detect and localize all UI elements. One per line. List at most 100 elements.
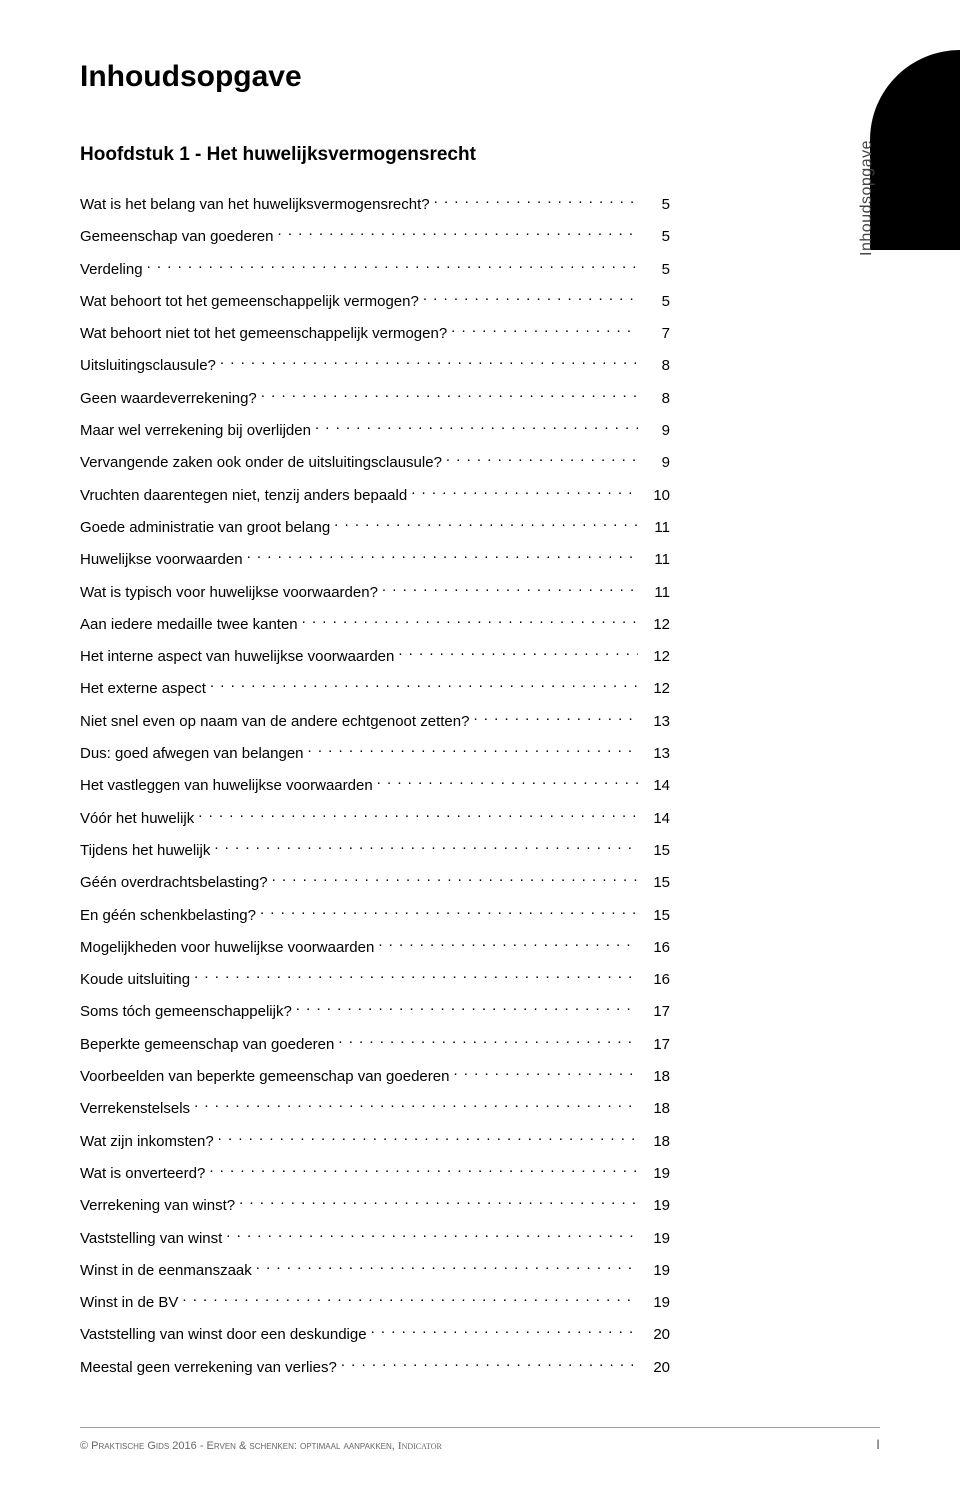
- toc-entry-page: 19: [642, 1163, 670, 1184]
- toc-entry-label: Gemeenschap van goederen: [80, 226, 273, 247]
- toc-entry: En géén schenkbelasting? 15: [80, 905, 670, 926]
- toc-entry: Wat is onverteerd? 19: [80, 1163, 670, 1184]
- toc-leader-dots: [371, 1324, 638, 1339]
- toc-leader-dots: [194, 1098, 638, 1113]
- toc-entry-label: En géén schenkbelasting?: [80, 905, 256, 926]
- footer-publisher: Indicator: [398, 1440, 442, 1452]
- toc-entry-label: Niet snel even op naam van de andere ech…: [80, 711, 469, 732]
- toc-entry-label: Géén overdrachtsbelasting?: [80, 872, 268, 893]
- toc-entry-label: Mogelijkheden voor huwelijkse voorwaarde…: [80, 937, 374, 958]
- toc-entry-page: 13: [642, 743, 670, 764]
- toc-entry: Niet snel even op naam van de andere ech…: [80, 711, 670, 732]
- toc-entry: Koude uitsluiting16: [80, 969, 670, 990]
- toc-entry-label: Dus: goed afwegen van belangen: [80, 743, 304, 764]
- toc-entry-page: 5: [642, 194, 670, 215]
- toc-entry-page: 19: [642, 1260, 670, 1281]
- toc-entry: Uitsluitingsclausule? 8: [80, 355, 670, 376]
- toc-entry-page: 19: [642, 1195, 670, 1216]
- toc-leader-dots: [239, 1195, 638, 1210]
- toc-entry: Aan iedere medaille twee kanten 12: [80, 614, 670, 635]
- toc-entry: Beperkte gemeenschap van goederen 17: [80, 1034, 670, 1055]
- toc-entry-label: Maar wel verrekening bij overlijden: [80, 420, 311, 441]
- toc-leader-dots: [198, 808, 638, 823]
- toc-entry: Verrekening van winst? 19: [80, 1195, 670, 1216]
- toc-entry: Verrekenstelsels18: [80, 1098, 670, 1119]
- toc-entry-label: Beperkte gemeenschap van goederen: [80, 1034, 334, 1055]
- toc-entry-page: 12: [642, 614, 670, 635]
- toc-entry: Dus: goed afwegen van belangen 13: [80, 743, 670, 764]
- toc-leader-dots: [256, 1260, 638, 1275]
- toc-list: Wat is het belang van het huwelijksvermo…: [80, 194, 670, 1378]
- toc-leader-dots: [453, 1066, 638, 1081]
- page-title: Inhoudsopgave: [80, 60, 880, 94]
- toc-entry: Winst in de eenmanszaak19: [80, 1260, 670, 1281]
- page-footer: © Praktische Gids 2016 - Erven & schenke…: [80, 1427, 880, 1452]
- toc-entry: Winst in de BV19: [80, 1292, 670, 1313]
- toc-leader-dots: [220, 355, 638, 370]
- toc-entry-page: 12: [642, 646, 670, 667]
- toc-entry: Goede administratie van groot belang11: [80, 517, 670, 538]
- toc-leader-dots: [247, 549, 638, 564]
- toc-entry: Wat behoort tot het gemeenschappelijk ve…: [80, 291, 670, 312]
- toc-entry: Wat is typisch voor huwelijkse voorwaard…: [80, 582, 670, 603]
- toc-entry: Geen waardeverrekening?8: [80, 388, 670, 409]
- toc-leader-dots: [446, 452, 638, 467]
- toc-entry: Meestal geen verrekening van verlies? 20: [80, 1357, 670, 1378]
- toc-leader-dots: [434, 194, 638, 209]
- toc-leader-dots: [214, 840, 638, 855]
- toc-entry: Géén overdrachtsbelasting? 15: [80, 872, 670, 893]
- toc-entry-page: 8: [642, 355, 670, 376]
- toc-entry-page: 17: [642, 1034, 670, 1055]
- toc-leader-dots: [382, 582, 638, 597]
- toc-entry-page: 14: [642, 808, 670, 829]
- toc-entry: Huwelijkse voorwaarden11: [80, 549, 670, 570]
- toc-entry-label: Vruchten daarentegen niet, tenzij anders…: [80, 485, 407, 506]
- toc-entry-page: 9: [642, 452, 670, 473]
- toc-leader-dots: [423, 291, 638, 306]
- toc-leader-dots: [411, 485, 638, 500]
- toc-leader-dots: [209, 1163, 638, 1178]
- page-content: Inhoudsopgave Hoofdstuk 1 - Het huwelijk…: [0, 0, 960, 1429]
- toc-leader-dots: [302, 614, 638, 629]
- toc-entry-page: 5: [642, 226, 670, 247]
- toc-entry-label: Het interne aspect van huwelijkse voorwa…: [80, 646, 394, 667]
- toc-entry-page: 20: [642, 1357, 670, 1378]
- toc-entry-label: Geen waardeverrekening?: [80, 388, 257, 409]
- toc-entry-label: Wat behoort tot het gemeenschappelijk ve…: [80, 291, 419, 312]
- toc-entry: Soms tóch gemeenschappelijk?17: [80, 1001, 670, 1022]
- toc-entry-label: Verrekening van winst?: [80, 1195, 235, 1216]
- toc-entry-page: 15: [642, 905, 670, 926]
- footer-page-number: I: [876, 1436, 880, 1452]
- toc-leader-dots: [473, 711, 638, 726]
- toc-leader-dots: [398, 646, 638, 661]
- toc-entry-label: Uitsluitingsclausule?: [80, 355, 216, 376]
- toc-entry-page: 5: [642, 291, 670, 312]
- toc-entry-page: 11: [642, 549, 670, 570]
- toc-entry-label: Wat is het belang van het huwelijksvermo…: [80, 194, 430, 215]
- toc-entry-page: 16: [642, 937, 670, 958]
- toc-entry-label: Wat is onverteerd?: [80, 1163, 205, 1184]
- toc-entry-label: Vóór het huwelijk: [80, 808, 194, 829]
- toc-entry-label: Wat zijn inkomsten?: [80, 1131, 214, 1152]
- toc-entry-page: 13: [642, 711, 670, 732]
- toc-entry: Mogelijkheden voor huwelijkse voorwaarde…: [80, 937, 670, 958]
- toc-entry-page: 14: [642, 775, 670, 796]
- toc-entry-page: 19: [642, 1292, 670, 1313]
- toc-entry: Gemeenschap van goederen 5: [80, 226, 670, 247]
- toc-entry-label: Koude uitsluiting: [80, 969, 190, 990]
- toc-entry-page: 12: [642, 678, 670, 699]
- toc-entry-label: Aan iedere medaille twee kanten: [80, 614, 298, 635]
- toc-entry-page: 15: [642, 872, 670, 893]
- chapter-title: Hoofdstuk 1 - Het huwelijksvermogensrech…: [80, 144, 880, 166]
- toc-entry: Maar wel verrekening bij overlijden9: [80, 420, 670, 441]
- toc-leader-dots: [334, 517, 638, 532]
- toc-leader-dots: [261, 388, 638, 403]
- toc-entry-label: Het vastleggen van huwelijkse voorwaarde…: [80, 775, 373, 796]
- toc-entry-label: Verdeling: [80, 259, 143, 280]
- toc-entry-label: Meestal geen verrekening van verlies?: [80, 1357, 337, 1378]
- toc-entry-page: 18: [642, 1131, 670, 1152]
- toc-entry-page: 18: [642, 1066, 670, 1087]
- toc-leader-dots: [147, 259, 638, 274]
- toc-entry-page: 17: [642, 1001, 670, 1022]
- toc-entry-label: Verrekenstelsels: [80, 1098, 190, 1119]
